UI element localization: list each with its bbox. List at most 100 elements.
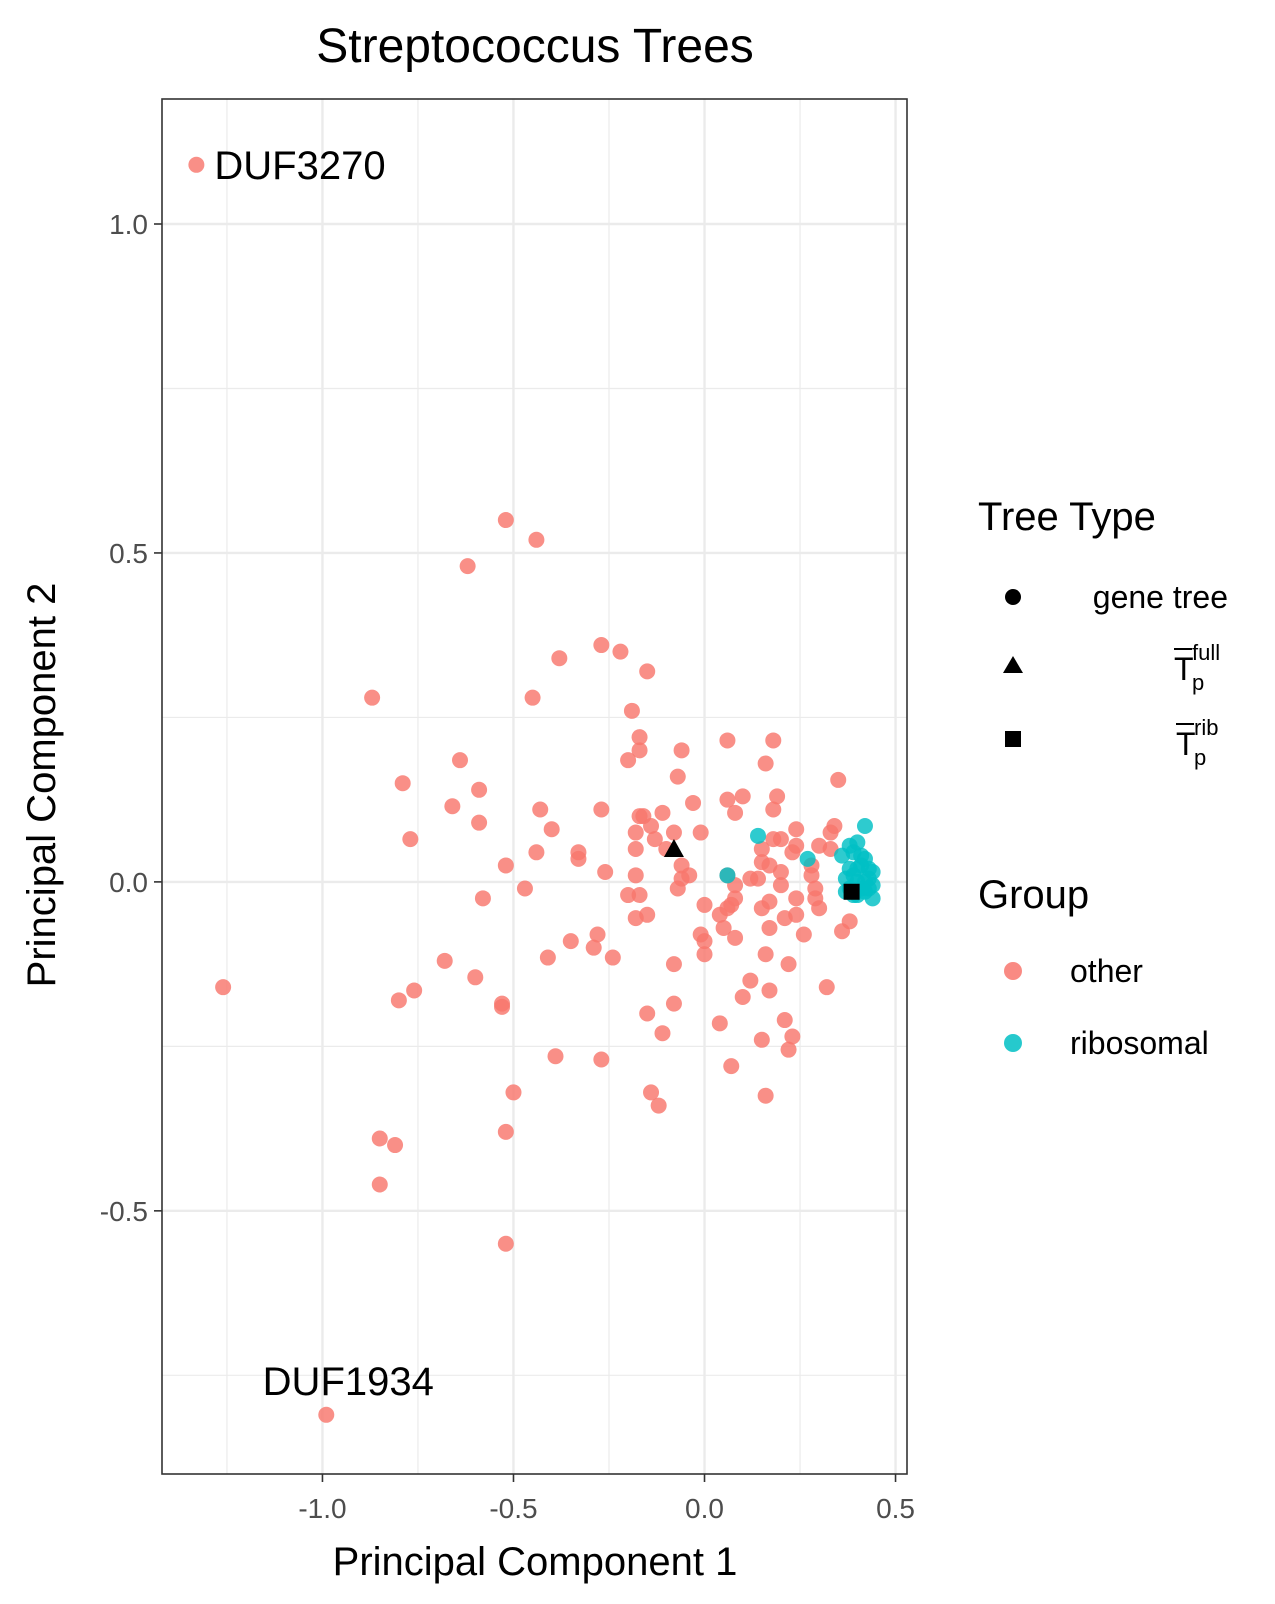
data-point-other bbox=[318, 1406, 335, 1423]
data-point-other bbox=[719, 732, 736, 749]
data-point-other bbox=[497, 857, 514, 874]
data-point-other bbox=[627, 867, 644, 884]
data-point-other bbox=[643, 817, 660, 834]
annotations: DUF3270 DUF1934 bbox=[214, 144, 433, 1404]
data-point-other bbox=[711, 1015, 728, 1032]
data-point-other bbox=[471, 781, 488, 798]
data-point-other bbox=[757, 755, 774, 772]
data-point-other bbox=[371, 1130, 388, 1147]
data-point-other bbox=[394, 775, 411, 792]
data-point-other bbox=[387, 1137, 404, 1154]
data-point-other bbox=[780, 956, 797, 973]
data-point-other bbox=[528, 844, 545, 861]
data-point-other bbox=[623, 702, 640, 719]
data-point-other bbox=[631, 729, 648, 746]
data-point-other bbox=[215, 979, 232, 996]
data-point-other bbox=[696, 933, 713, 950]
legend-key-tp-rib bbox=[1005, 731, 1021, 747]
data-point-other bbox=[665, 956, 682, 973]
data-point-other bbox=[444, 798, 461, 815]
data-point-other bbox=[562, 933, 579, 950]
legend-title-group: Group bbox=[978, 873, 1089, 917]
annotation-label: DUF3270 bbox=[214, 144, 385, 188]
data-point-other bbox=[803, 867, 820, 884]
data-point-other bbox=[753, 841, 770, 857]
data-point-other bbox=[734, 788, 751, 805]
data-point-other bbox=[543, 821, 560, 838]
legend-label-tp-full: T full p bbox=[1174, 640, 1220, 695]
data-point-other bbox=[650, 1097, 667, 1114]
data-point-other bbox=[757, 946, 774, 963]
data-point-other bbox=[643, 1084, 660, 1101]
legend-label-tp-rib-sup: rib bbox=[1194, 715, 1218, 740]
data-point-other bbox=[452, 752, 468, 769]
data-point-other bbox=[604, 949, 621, 966]
data-point-other bbox=[765, 732, 782, 749]
data-point-other bbox=[757, 1087, 774, 1104]
data-point-other bbox=[585, 939, 602, 956]
data-point-other bbox=[761, 982, 778, 999]
data-point-other bbox=[769, 788, 786, 805]
data-point-ribosomal bbox=[719, 867, 736, 884]
data-point-other bbox=[627, 824, 644, 841]
chart-title: Streptococcus Trees bbox=[316, 20, 754, 73]
data-point-other bbox=[696, 946, 713, 963]
legend-key-ribosomal bbox=[1004, 1034, 1022, 1052]
legend-title-tree-type: Tree Type bbox=[978, 495, 1156, 539]
data-point-other bbox=[627, 841, 644, 857]
data-point-other bbox=[188, 156, 205, 173]
data-point-other bbox=[788, 890, 805, 907]
legend: Tree Type gene tree T full p T rib p Gro… bbox=[978, 495, 1228, 1061]
x-tick-label: -1.0 bbox=[298, 1493, 346, 1524]
data-point-other bbox=[727, 804, 744, 821]
legend-label-tp-rib-main: T bbox=[1176, 726, 1196, 762]
data-point-other bbox=[390, 992, 407, 1009]
panel-border bbox=[161, 98, 908, 1475]
y-axis-title: Principal Component 2 bbox=[20, 583, 64, 988]
data-point-other bbox=[811, 900, 828, 917]
data-point-other bbox=[494, 998, 511, 1015]
data-point-other bbox=[715, 919, 732, 936]
data-point-ribosomal bbox=[849, 834, 866, 851]
y-axis: -0.5 0.0 0.5 1.0 bbox=[100, 209, 162, 1227]
marker-tp-full bbox=[663, 839, 684, 857]
data-point-other bbox=[551, 650, 568, 667]
data-point-other bbox=[669, 768, 686, 785]
data-point-other bbox=[406, 982, 423, 999]
data-point-other bbox=[723, 1058, 740, 1075]
data-point-other bbox=[459, 558, 476, 575]
data-point-other bbox=[467, 969, 484, 986]
data-point-other bbox=[528, 531, 545, 548]
data-point-other bbox=[826, 817, 843, 834]
annotation-label: DUF1934 bbox=[263, 1360, 434, 1404]
legend-label-tp-rib: T rib p bbox=[1176, 715, 1218, 770]
data-point-other bbox=[371, 1176, 388, 1193]
legend-label-tp-rib-sub: p bbox=[1194, 745, 1206, 770]
y-tick-label: -0.5 bbox=[100, 1196, 148, 1227]
data-point-other bbox=[524, 689, 541, 706]
data-point-other bbox=[727, 929, 744, 946]
data-point-other bbox=[776, 1012, 793, 1029]
series-other bbox=[188, 156, 858, 1423]
data-point-other bbox=[772, 864, 789, 881]
data-point-other bbox=[788, 906, 805, 923]
y-tick-label: 1.0 bbox=[109, 209, 148, 240]
data-point-other bbox=[669, 880, 686, 897]
y-tick-label: 0.0 bbox=[109, 867, 148, 898]
data-point-other bbox=[639, 1005, 656, 1022]
marker-tp-rib bbox=[843, 883, 860, 900]
data-point-other bbox=[753, 900, 770, 917]
x-tick-label: 0.0 bbox=[685, 1493, 724, 1524]
data-point-other bbox=[753, 1031, 770, 1048]
legend-label-ribosomal: ribosomal bbox=[1070, 1025, 1209, 1061]
y-tick-label: 0.5 bbox=[109, 538, 148, 569]
data-point-other bbox=[593, 1051, 610, 1068]
data-point-other bbox=[620, 752, 637, 769]
data-point-other bbox=[734, 989, 751, 1006]
legend-label-other: other bbox=[1070, 953, 1143, 989]
data-point-other bbox=[654, 1025, 671, 1042]
data-point-other bbox=[719, 791, 736, 808]
legend-label-tp-full-sub: p bbox=[1192, 670, 1204, 695]
data-point-other bbox=[665, 824, 682, 841]
